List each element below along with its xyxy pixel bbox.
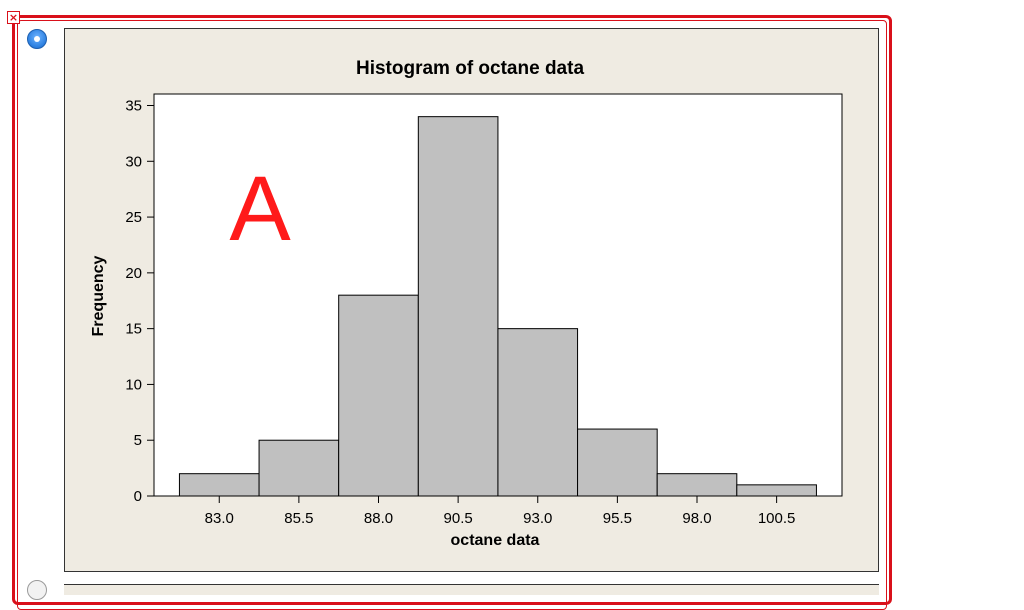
y-tick-label: 25 xyxy=(125,209,142,226)
x-tick-label: 93.0 xyxy=(523,510,552,527)
histogram-bar xyxy=(577,428,658,497)
y-tick-label: 10 xyxy=(125,376,142,393)
x-axis-label: octane data xyxy=(451,532,540,549)
y-tick-label: 15 xyxy=(125,321,142,338)
annotation-label: A xyxy=(229,158,291,260)
x-tick-label: 85.5 xyxy=(284,510,313,527)
histogram-bar xyxy=(338,294,419,497)
y-axis-label: Frequency xyxy=(90,255,107,336)
x-tick-label: 88.0 xyxy=(364,510,393,527)
y-tick-label: 35 xyxy=(125,98,142,115)
histogram-bar xyxy=(417,116,499,497)
histogram-bar xyxy=(656,473,738,497)
histogram-bar xyxy=(258,439,340,497)
histogram-bar xyxy=(736,484,817,497)
x-tick-label: 98.0 xyxy=(682,510,711,527)
radio-selected-icon[interactable] xyxy=(27,29,47,49)
y-tick-label: 0 xyxy=(134,488,142,505)
x-tick-label: 100.5 xyxy=(758,510,796,527)
histogram-bar xyxy=(178,473,260,497)
y-tick-label: 20 xyxy=(125,265,142,282)
close-icon[interactable]: × xyxy=(7,11,20,24)
histogram-chart: Histogram of octane data octane data Fre… xyxy=(90,58,843,549)
y-tick-label: 5 xyxy=(134,432,142,449)
x-tick-label: 90.5 xyxy=(444,510,473,527)
y-tick-label: 30 xyxy=(125,153,142,170)
x-tick-label: 83.0 xyxy=(205,510,234,527)
x-tick-label: 95.5 xyxy=(603,510,632,527)
histogram-bar xyxy=(497,328,579,497)
chart-title: Histogram of octane data xyxy=(356,58,584,79)
